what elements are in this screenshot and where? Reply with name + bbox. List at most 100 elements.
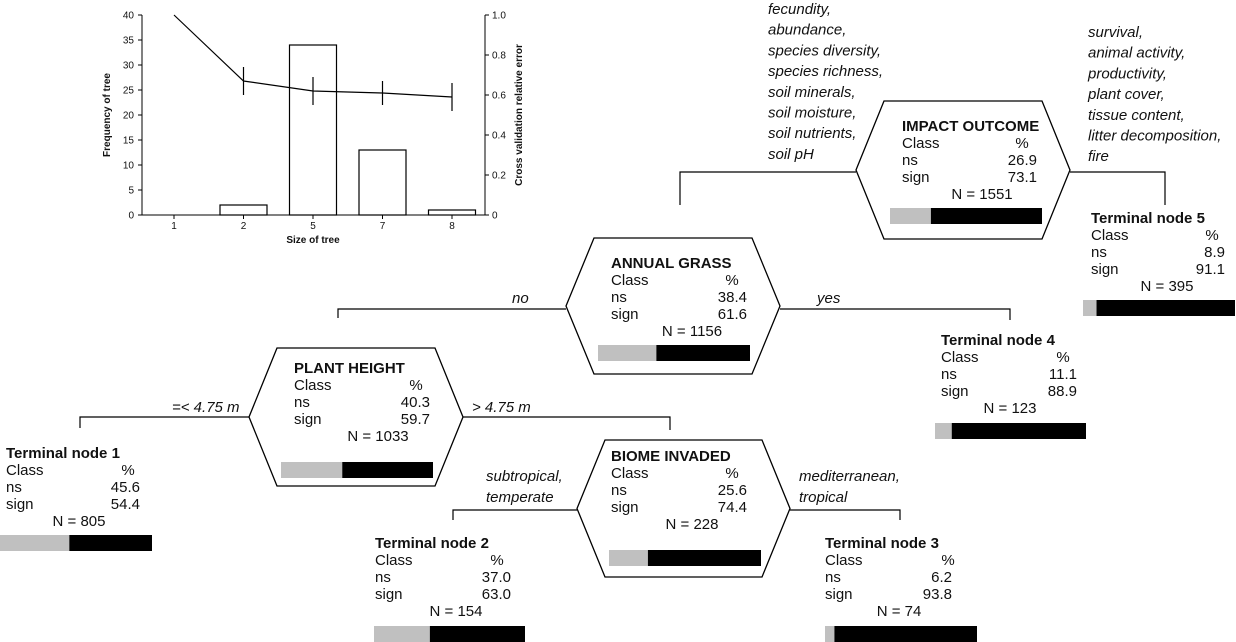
chart-x-axis-title: Size of tree xyxy=(286,235,340,246)
annual-right-split-label: yes xyxy=(816,290,841,307)
chart-x-tick-label: 5 xyxy=(310,221,316,232)
split-label-line: temperate xyxy=(486,489,554,506)
node-impact-pct-label: % xyxy=(1015,135,1028,152)
terminal-t5-title: Terminal node 5 xyxy=(1091,210,1205,227)
chart-y-tick-label: 10 xyxy=(123,161,135,172)
terminal-t1-class-label: Class xyxy=(6,462,44,479)
terminal-t4-sign-bar xyxy=(951,423,1086,439)
terminal-t1-sign-bar xyxy=(69,535,152,551)
chart-y2-axis-title: Cross validation relative error xyxy=(514,44,525,186)
chart-x-tick-label: 1 xyxy=(171,221,177,232)
chart-x-tick-label: 7 xyxy=(380,221,386,232)
node-impact-sign-bar xyxy=(930,208,1042,224)
node-annual-ns-label: ns xyxy=(611,289,627,306)
terminal-t5-ns-bar xyxy=(1083,300,1097,316)
terminal-t2-sign-value: 63.0 xyxy=(482,586,511,603)
node-height-ns-label: ns xyxy=(294,394,310,411)
terminal-t5-pct-label: % xyxy=(1205,227,1218,244)
split-label-line: productivity, xyxy=(1087,65,1167,82)
impact-left-branch xyxy=(679,171,856,205)
split-label-line: soil nutrients, xyxy=(768,125,856,142)
node-height-sign-bar xyxy=(342,462,433,478)
chart-x-tick-label: 2 xyxy=(241,221,247,232)
terminal-t4-sign-value: 88.9 xyxy=(1048,383,1077,400)
node-height-hexagon xyxy=(248,347,464,487)
chart-y-tick-label: 25 xyxy=(123,86,135,97)
split-label-line: subtropical, xyxy=(486,468,563,485)
terminal-t5-sign-value: 91.1 xyxy=(1196,261,1225,278)
terminal-t3-n-count: N = 74 xyxy=(877,603,922,620)
node-height-ns-bar xyxy=(281,462,343,478)
split-label-line: fecundity, xyxy=(768,1,831,18)
chart-y-tick-label: 5 xyxy=(128,186,134,197)
terminal-t1-pct-label: % xyxy=(121,462,134,479)
node-biome-ns-bar xyxy=(609,550,648,566)
split-label-line: abundance, xyxy=(768,22,846,39)
terminal-t4-ns-label: ns xyxy=(941,366,957,383)
terminal-t5-ns-value: 8.9 xyxy=(1204,244,1225,261)
impact-right-branch xyxy=(1070,171,1166,205)
split-label-line: litter decomposition, xyxy=(1088,128,1221,145)
split-label-line: soil minerals, xyxy=(768,84,856,101)
terminal-t4-ns-bar xyxy=(935,423,952,439)
terminal-t2-n-count: N = 154 xyxy=(430,603,483,620)
terminal-t1-sign-value: 54.4 xyxy=(111,496,140,513)
terminal-t4-n-count: N = 123 xyxy=(984,400,1037,417)
terminal-t4-pct-label: % xyxy=(1056,349,1069,366)
terminal-t3-sign-bar xyxy=(834,626,977,642)
terminal-t4-sign-label: sign xyxy=(941,383,969,400)
node-height-sign-label: sign xyxy=(294,411,322,428)
terminal-t4-title: Terminal node 4 xyxy=(941,332,1056,349)
terminal-t1-sign-label: sign xyxy=(6,496,34,513)
node-impact-n-count: N = 1551 xyxy=(951,186,1012,203)
chart-y-tick-label: 15 xyxy=(123,136,135,147)
height-right-branch xyxy=(463,416,671,430)
annual-right-branch xyxy=(780,308,1011,320)
node-biome-sign-value: 74.4 xyxy=(718,499,747,516)
node-annual-title: ANNUAL GRASS xyxy=(611,255,732,272)
height-left-split-label: =< 4.75 m xyxy=(172,399,240,416)
terminal-t4-ns-value: 11.1 xyxy=(1049,366,1077,383)
terminal-t5-sign-label: sign xyxy=(1091,261,1119,278)
annual-left-split-label: no xyxy=(512,290,529,307)
node-annual-sign-bar xyxy=(656,345,750,361)
terminal-t1-n-count: N = 805 xyxy=(53,513,106,530)
chart-y2-tick-label: 0.2 xyxy=(492,171,506,182)
node-height-class-label: Class xyxy=(294,377,332,394)
terminal-t5-ns-label: ns xyxy=(1091,244,1107,261)
biome-right-split-label: mediterranean, tropical xyxy=(799,468,900,506)
node-annual-hexagon xyxy=(565,237,781,375)
chart-bar xyxy=(427,209,477,216)
height-left-branch xyxy=(79,416,249,428)
node-biome-ns-value: 25.6 xyxy=(718,482,747,499)
node-impact-sign-label: sign xyxy=(902,169,930,186)
chart-bar xyxy=(288,44,338,216)
chart-y-tick-label: 0 xyxy=(128,211,134,222)
biome-left-branch xyxy=(452,509,577,520)
chart-y2-tick-label: 0.4 xyxy=(492,131,506,142)
node-biome-sign-label: sign xyxy=(611,499,639,516)
chart-y-axis-title: Frequency of tree xyxy=(102,73,113,157)
node-biome-pct-label: % xyxy=(725,465,738,482)
node-biome-n-count: N = 228 xyxy=(666,516,719,533)
chart-y-tick-label: 30 xyxy=(123,61,135,72)
impact-left-split-label: fecundity, abundance, species diversity, sp… xyxy=(768,1,883,163)
biome-right-branch xyxy=(790,509,901,520)
terminal-t5-n-count: N = 395 xyxy=(1141,278,1194,295)
node-impact-ns-value: 26.9 xyxy=(1008,152,1037,169)
node-biome-hexagon xyxy=(576,439,791,578)
split-label-line: tropical xyxy=(799,489,848,506)
node-biome-class-label: Class xyxy=(611,465,649,482)
chart-y-tick-label: 20 xyxy=(123,111,135,122)
node-annual-ns-bar xyxy=(598,345,657,361)
terminal-t2-ns-bar xyxy=(374,626,430,642)
terminal-t2-pct-label: % xyxy=(490,552,503,569)
